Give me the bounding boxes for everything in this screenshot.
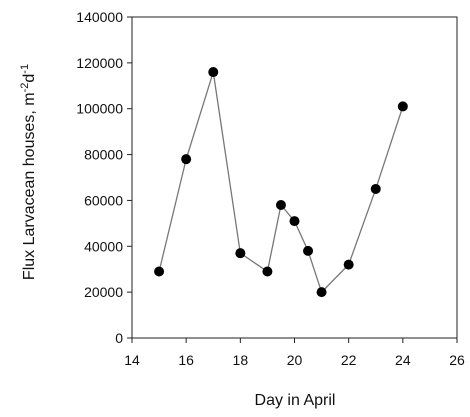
y-tick-label-7: 140000 xyxy=(76,9,123,25)
x-tick-label-4: 22 xyxy=(341,352,357,368)
data-point-7 xyxy=(303,245,314,256)
series-0-line xyxy=(158,71,404,294)
y-axis-title: Flux Larvacean houses, m-2d-1 xyxy=(19,64,38,280)
data-series xyxy=(154,67,408,298)
x-tick-label-2: 18 xyxy=(233,352,249,368)
y-tick-label-0: 0 xyxy=(115,330,123,346)
data-point-11 xyxy=(397,101,408,112)
y-tick-label-3: 60000 xyxy=(84,192,123,208)
data-point-10 xyxy=(370,183,381,194)
x-tick-label-1: 16 xyxy=(178,352,194,368)
data-point-1 xyxy=(181,154,192,165)
x-tick-label-5: 24 xyxy=(395,352,411,368)
data-point-2 xyxy=(208,67,219,78)
y-axis-title-unit-exp1: -2 xyxy=(19,83,31,93)
y-axis-title-main: Flux Larvacean houses, m xyxy=(21,92,38,280)
x-tick-label-6: 26 xyxy=(449,352,465,368)
y-tick-label-1: 20000 xyxy=(84,284,123,300)
y-axis: 0 20000 40000 60000 80000 100000 120000 140000 xyxy=(76,9,132,346)
y-tick-label-5: 100000 xyxy=(76,101,123,117)
data-point-8 xyxy=(316,287,327,298)
data-point-0 xyxy=(154,266,165,277)
y-tick-label-2: 40000 xyxy=(84,238,123,254)
data-point-4 xyxy=(262,266,273,277)
plot-frame xyxy=(131,16,458,339)
y-axis-title-unit-exp2: -1 xyxy=(19,64,31,74)
data-point-5 xyxy=(275,200,286,211)
y-tick-label-6: 120000 xyxy=(76,55,123,71)
x-axis: 14 16 18 20 22 24 26 xyxy=(124,338,465,368)
data-point-3 xyxy=(235,248,246,259)
y-tick-label-4: 80000 xyxy=(84,147,123,163)
x-tick-label-3: 20 xyxy=(287,352,303,368)
x-axis-title: Day in April xyxy=(255,392,336,409)
x-tick-label-0: 14 xyxy=(124,352,140,368)
data-point-9 xyxy=(343,259,354,270)
y-axis-title-unit-base: d xyxy=(21,74,38,83)
data-point-6 xyxy=(289,216,300,227)
plot-frame-border xyxy=(131,16,458,339)
